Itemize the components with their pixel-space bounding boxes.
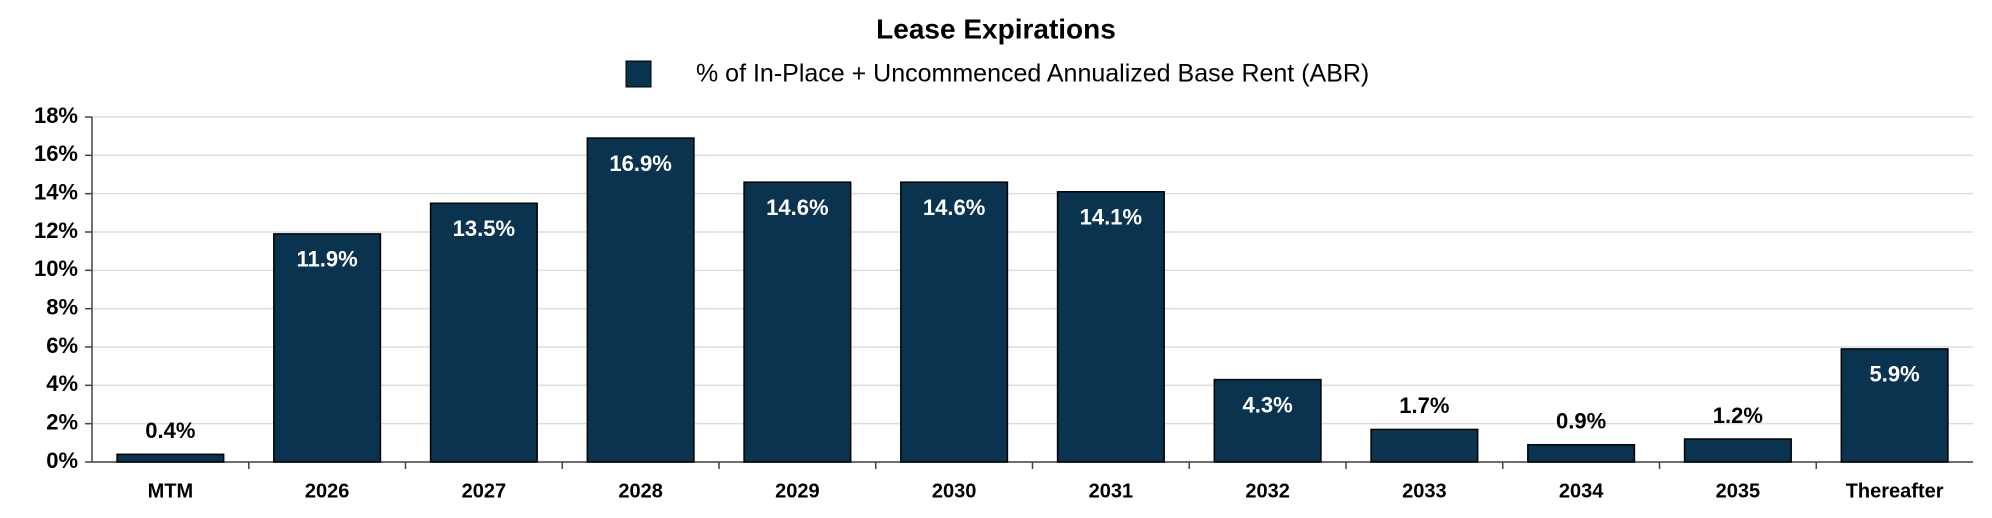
y-tick-label: 18% bbox=[34, 103, 78, 128]
bar bbox=[1213, 378, 1322, 463]
x-tick-label: 2031 bbox=[1089, 480, 1134, 502]
x-tick-label: 2032 bbox=[1245, 480, 1290, 502]
value-label: 14.1% bbox=[1080, 205, 1142, 230]
bar bbox=[1527, 444, 1636, 463]
x-tick-label: 2035 bbox=[1716, 480, 1761, 502]
legend-label: % of In-Place + Uncommenced Annualized B… bbox=[696, 60, 1369, 88]
value-label: 11.9% bbox=[297, 247, 358, 272]
value-label: 4.3% bbox=[1243, 392, 1293, 417]
bar bbox=[900, 181, 1009, 463]
value-label: 0.4% bbox=[145, 418, 195, 443]
x-tick-label: 2033 bbox=[1402, 480, 1447, 502]
value-label: 0.9% bbox=[1556, 409, 1606, 434]
bar bbox=[1370, 428, 1479, 463]
y-tick-label: 6% bbox=[46, 333, 78, 358]
value-label: 13.5% bbox=[453, 216, 515, 241]
value-label: 14.6% bbox=[766, 195, 828, 220]
x-tick-label: 2030 bbox=[932, 480, 977, 502]
bar bbox=[116, 453, 225, 463]
legend-swatch bbox=[625, 60, 652, 88]
value-label: 16.9% bbox=[609, 151, 671, 176]
x-tick-label: MTM bbox=[148, 480, 194, 502]
y-tick-label: 4% bbox=[46, 371, 78, 396]
bar bbox=[586, 137, 695, 463]
x-tick-label: 2028 bbox=[618, 480, 663, 502]
bar bbox=[743, 181, 852, 463]
x-tick-label: Thereafter bbox=[1846, 480, 1944, 502]
bar bbox=[1056, 191, 1165, 463]
value-label: 1.7% bbox=[1399, 393, 1449, 418]
value-label: 14.6% bbox=[923, 195, 985, 220]
y-tick-label: 14% bbox=[34, 179, 78, 204]
y-tick-label: 12% bbox=[34, 218, 78, 243]
bar bbox=[1840, 348, 1949, 463]
x-tick-label: 2026 bbox=[305, 480, 350, 502]
y-tick-label: 16% bbox=[34, 141, 78, 166]
x-tick-label: 2027 bbox=[462, 480, 507, 502]
bar bbox=[273, 233, 382, 463]
y-tick-label: 0% bbox=[46, 448, 78, 473]
y-tick-label: 8% bbox=[46, 294, 78, 319]
value-label: 1.2% bbox=[1713, 403, 1763, 428]
x-tick-label: 2034 bbox=[1559, 480, 1604, 502]
y-tick-label: 2% bbox=[46, 409, 78, 434]
y-tick-label: 10% bbox=[34, 256, 78, 281]
x-tick-label: 2029 bbox=[775, 480, 820, 502]
value-label: 5.9% bbox=[1870, 362, 1920, 387]
bar bbox=[429, 202, 538, 463]
bar bbox=[1683, 438, 1792, 463]
chart-title: Lease Expirations bbox=[876, 13, 1116, 44]
